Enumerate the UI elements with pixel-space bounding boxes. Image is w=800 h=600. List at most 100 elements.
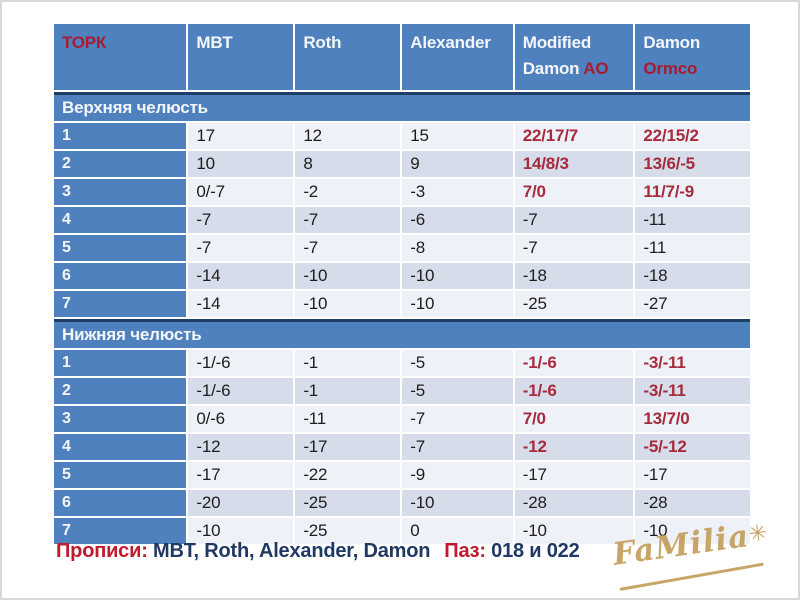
torque-value-cell: -1/-6 — [188, 350, 294, 376]
torque-value-cell: -7 — [514, 235, 634, 261]
tooth-number-label: 6 — [54, 263, 187, 289]
torque-value-cell: 11/7/-9 — [635, 179, 750, 205]
table-row: 3 0/-6 -11 -7 7/0 13/7/0 — [54, 406, 750, 432]
torque-value-cell: -17 — [188, 462, 294, 488]
footer-slot-sizes: 018 и 022 — [485, 540, 580, 562]
tooth-number-label: 2 — [54, 378, 187, 404]
torque-value-cell: 12 — [295, 123, 401, 149]
table-row: 1 -1/-6 -1 -5 -1/-6 -3/-11 — [54, 350, 750, 376]
torque-value-cell: -1/-6 — [188, 378, 294, 404]
torque-value-cell: 13/7/0 — [635, 406, 750, 432]
footer-label-slot: Паз: — [444, 540, 486, 562]
torque-value-cell: -7 — [295, 235, 401, 261]
torque-value-cell: -1/-6 — [514, 378, 634, 404]
torque-value-cell: -7 — [295, 207, 401, 233]
torque-value-cell: 0 — [402, 518, 513, 544]
torque-value-cell: 14/8/3 — [514, 151, 634, 177]
column-header-damon-ormco: Damon Ormco — [635, 24, 750, 90]
torque-value-cell: 7/0 — [514, 179, 634, 205]
torque-value-cell: -7 — [188, 207, 294, 233]
torque-value-cell: -9 — [402, 462, 513, 488]
torque-value-cell: 8 — [295, 151, 401, 177]
torque-value-cell: 0/-7 — [188, 179, 294, 205]
footer-label-prescriptions: Прописи: — [56, 540, 148, 562]
torque-value-cell: 0/-6 — [188, 406, 294, 432]
table-header-row: ТОРК MBT Roth Alexander Modified Damon AO Damo… — [54, 24, 750, 90]
tooth-number-label: 2 — [54, 151, 187, 177]
torque-value-cell: -6 — [402, 207, 513, 233]
table-row: 5 -17 -22 -9 -17 -17 — [54, 462, 750, 488]
table-row: 2 -1/-6 -1 -5 -1/-6 -3/-11 — [54, 378, 750, 404]
torque-value-cell: 10 — [188, 151, 294, 177]
torque-value-cell: -7 — [402, 434, 513, 460]
table-row: 4 -12 -17 -7 -12 -5/-12 — [54, 434, 750, 460]
torque-value-cell: -20 — [188, 490, 294, 516]
torque-value-cell: -12 — [188, 434, 294, 460]
table-row: 1 17 12 15 22/17/7 22/15/2 — [54, 123, 750, 149]
table-row: 2 10 8 9 14/8/3 13/6/-5 — [54, 151, 750, 177]
torque-value-cell: -28 — [635, 490, 750, 516]
column-header-mbt: MBT — [188, 24, 294, 90]
torque-value-cell: -18 — [635, 263, 750, 289]
torque-value-cell: -28 — [514, 490, 634, 516]
torque-value-cell: -10 — [514, 518, 634, 544]
footer-prescriptions-list: MBT, Roth, Alexander, Damon — [147, 540, 431, 562]
section-row-0: Верхняя челюсть — [54, 92, 750, 121]
torque-value-cell: -17 — [514, 462, 634, 488]
torque-value-cell: -8 — [402, 235, 513, 261]
torque-value-cell: 15 — [402, 123, 513, 149]
torque-value-cell: -7 — [402, 406, 513, 432]
torque-value-cell: -11 — [295, 406, 401, 432]
tooth-number-label: 6 — [54, 490, 187, 516]
torque-value-cell: -11 — [635, 235, 750, 261]
torque-value-cell: -25 — [514, 291, 634, 317]
torque-value-cell: 22/15/2 — [635, 123, 750, 149]
torque-value-cell: -5 — [402, 350, 513, 376]
table-row: 6 -20 -25 -10 -28 -28 — [54, 490, 750, 516]
torque-value-cell: -14 — [188, 263, 294, 289]
tooth-number-label: 1 — [54, 123, 187, 149]
torque-value-cell: 7/0 — [514, 406, 634, 432]
torque-table: ТОРК MBT Roth Alexander Modified Damon AO Damo… — [52, 22, 752, 546]
column-header-modified-damon-ao: Modified Damon AO — [514, 24, 634, 90]
torque-value-cell: -25 — [295, 518, 401, 544]
torque-value-cell: -1 — [295, 378, 401, 404]
torque-value-cell: -10 — [402, 490, 513, 516]
torque-value-cell: -2 — [295, 179, 401, 205]
torque-value-cell: -25 — [295, 490, 401, 516]
torque-value-cell: 13/6/-5 — [635, 151, 750, 177]
tooth-number-label: 3 — [54, 179, 187, 205]
sun-icon: ✳ — [747, 520, 769, 548]
column-header-roth: Roth — [295, 24, 401, 90]
torque-value-cell: 9 — [402, 151, 513, 177]
torque-value-cell: -7 — [514, 207, 634, 233]
torque-value-cell: -3/-11 — [635, 350, 750, 376]
torque-value-cell: -1/-6 — [514, 350, 634, 376]
column-header-torque: ТОРК — [54, 24, 187, 90]
table-row: 7 -10 -25 0 -10 -10 — [54, 518, 750, 544]
torque-value-cell: 17 — [188, 123, 294, 149]
torque-value-cell: -5/-12 — [635, 434, 750, 460]
torque-value-cell: -17 — [635, 462, 750, 488]
torque-value-cell: -10 — [635, 518, 750, 544]
table-row: 6 -14 -10 -10 -18 -18 — [54, 263, 750, 289]
tooth-number-label: 7 — [54, 291, 187, 317]
footer-note: Прописи: MBT, Roth, Alexander, Damon Паз:… — [56, 540, 580, 563]
tooth-number-label: 4 — [54, 434, 187, 460]
section-title: Верхняя челюсть — [54, 92, 750, 121]
torque-value-cell: -22 — [295, 462, 401, 488]
torque-value-cell: -11 — [635, 207, 750, 233]
tooth-number-label: 5 — [54, 235, 187, 261]
torque-value-cell: -3 — [402, 179, 513, 205]
column-header-alexander: Alexander — [402, 24, 513, 90]
section-row-1: Нижняя челюсть — [54, 319, 750, 348]
torque-value-cell: -7 — [188, 235, 294, 261]
torque-value-cell: -10 — [188, 518, 294, 544]
torque-value-cell: -10 — [402, 263, 513, 289]
tooth-number-label: 7 — [54, 518, 187, 544]
tooth-number-label: 5 — [54, 462, 187, 488]
tooth-number-label: 3 — [54, 406, 187, 432]
tooth-number-label: 4 — [54, 207, 187, 233]
torque-value-cell: -3/-11 — [635, 378, 750, 404]
